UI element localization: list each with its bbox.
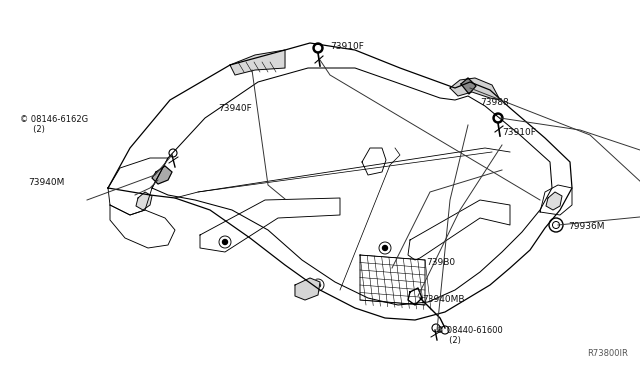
Circle shape xyxy=(495,115,500,121)
Circle shape xyxy=(313,43,323,53)
Text: 73910F: 73910F xyxy=(330,42,364,51)
Polygon shape xyxy=(295,278,320,300)
Circle shape xyxy=(316,282,321,288)
Polygon shape xyxy=(461,78,476,94)
Circle shape xyxy=(316,45,321,51)
Text: 73988: 73988 xyxy=(480,98,509,107)
Polygon shape xyxy=(450,78,500,100)
Polygon shape xyxy=(230,50,285,75)
Circle shape xyxy=(493,113,503,123)
Text: 73910F: 73910F xyxy=(502,128,536,137)
Circle shape xyxy=(383,246,387,250)
Text: © 08440-61600
     (2): © 08440-61600 (2) xyxy=(436,326,503,345)
Text: 73940F: 73940F xyxy=(218,104,252,113)
Circle shape xyxy=(223,240,227,244)
Text: 739B0: 739B0 xyxy=(426,258,455,267)
Text: 79936M: 79936M xyxy=(568,222,605,231)
Text: R73800IR: R73800IR xyxy=(587,349,628,358)
Text: 73940MB: 73940MB xyxy=(422,295,465,304)
Polygon shape xyxy=(152,166,172,184)
Polygon shape xyxy=(136,192,152,210)
Polygon shape xyxy=(546,192,562,210)
Text: © 08146-6162G
     (2): © 08146-6162G (2) xyxy=(20,115,88,134)
Text: 73940M: 73940M xyxy=(28,178,65,187)
